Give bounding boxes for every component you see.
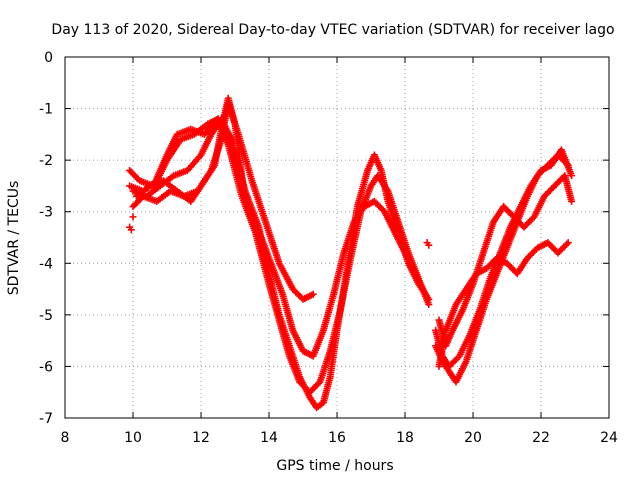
y-tick-label: 0 xyxy=(44,50,53,66)
y-tick-label: -4 xyxy=(39,256,53,272)
y-tick-label: -2 xyxy=(39,153,53,169)
data-marks xyxy=(126,94,576,412)
data-point-track-5 xyxy=(241,197,249,205)
data-point-track-9 xyxy=(564,239,572,247)
data-point-track-3 xyxy=(421,290,429,298)
data-point-track-8 xyxy=(568,197,576,205)
x-tick-label: 22 xyxy=(532,430,550,446)
grid-lines xyxy=(65,57,609,418)
x-tick-label: 18 xyxy=(396,430,414,446)
data-point-outlier xyxy=(425,241,433,249)
y-axis-label: SDTVAR / TECUs xyxy=(6,181,22,296)
y-tick-label: -6 xyxy=(39,359,53,375)
x-tick-label: 20 xyxy=(464,430,482,446)
x-tick-label: 10 xyxy=(124,430,142,446)
data-point-outlier xyxy=(127,226,135,234)
y-tick-label: -3 xyxy=(39,205,53,221)
axis-ticks: 8 10 12 14 16 18 20 22 24 0 -1 -2 -3 -4 -5 -6 -7 xyxy=(39,50,618,446)
data-point-track-4 xyxy=(309,290,317,298)
y-tick-label: -7 xyxy=(39,411,53,427)
data-point-track-9 xyxy=(563,240,571,248)
data-point-track-7 xyxy=(568,172,576,180)
y-tick-label: -5 xyxy=(39,308,53,324)
chart-title: Day 113 of 2020, Sidereal Day-to-day VTE… xyxy=(51,22,614,38)
x-tick-label: 8 xyxy=(61,430,70,446)
data-point-track-2 xyxy=(425,301,433,309)
x-tick-label: 24 xyxy=(600,430,618,446)
x-tick-label: 16 xyxy=(328,430,346,446)
data-point-track-2 xyxy=(315,379,323,387)
x-tick-label: 14 xyxy=(260,430,278,446)
data-point-outlier xyxy=(129,213,137,221)
y-tick-label: -1 xyxy=(39,102,53,118)
x-axis-label: GPS time / hours xyxy=(276,458,393,474)
x-tick-label: 12 xyxy=(192,430,210,446)
